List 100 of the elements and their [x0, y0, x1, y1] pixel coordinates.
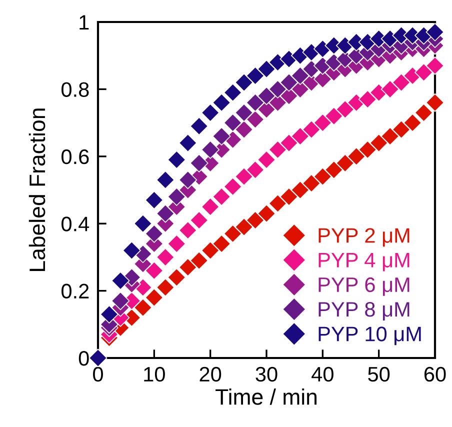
y-tick-label: 0.8 — [62, 82, 89, 97]
point — [224, 83, 242, 102]
point — [414, 26, 433, 45]
point — [201, 198, 220, 216]
point — [246, 66, 264, 85]
point — [324, 106, 344, 126]
point — [111, 272, 130, 290]
point — [212, 188, 231, 206]
point — [212, 127, 231, 146]
point — [268, 194, 287, 213]
point — [290, 66, 310, 85]
point — [414, 104, 433, 122]
x-tick-label: 60 — [424, 366, 446, 382]
point — [156, 204, 175, 223]
legend-label: PYP 10 μM — [318, 326, 421, 346]
legend-label: PYP 8 μM — [318, 302, 410, 321]
point — [290, 180, 310, 200]
y-axis-title: Labeled Fraction — [28, 108, 46, 271]
point — [290, 127, 310, 146]
point — [380, 127, 400, 146]
point — [380, 80, 400, 98]
y-tick-label: 1 — [80, 15, 89, 30]
point — [167, 150, 186, 169]
x-tick-label: 40 — [312, 366, 334, 382]
point — [111, 292, 130, 310]
point — [426, 56, 444, 75]
point — [201, 140, 220, 159]
point — [134, 214, 152, 233]
point — [167, 234, 186, 253]
point — [167, 188, 186, 206]
point — [190, 116, 208, 136]
point — [347, 147, 366, 166]
point — [324, 160, 344, 180]
point — [257, 60, 276, 78]
point — [88, 348, 108, 368]
y-tick-label: 0.6 — [62, 149, 89, 164]
point — [144, 224, 164, 243]
point — [190, 154, 208, 172]
x-tick-label: 30 — [256, 366, 278, 382]
point — [257, 86, 276, 106]
point — [280, 134, 298, 152]
x-axis-title: Time / min — [216, 388, 316, 405]
point — [414, 63, 433, 82]
point — [178, 170, 198, 190]
point — [134, 298, 152, 317]
point — [234, 73, 254, 92]
point — [156, 278, 175, 297]
point — [426, 22, 444, 42]
point — [246, 211, 264, 230]
point — [403, 114, 422, 132]
point — [224, 177, 242, 196]
legend-label: PYP 4 μM — [318, 252, 410, 272]
point — [257, 204, 276, 223]
point — [246, 160, 264, 180]
point — [426, 93, 444, 112]
point — [234, 218, 254, 236]
point — [313, 167, 332, 186]
x-tick-label: 10 — [144, 366, 165, 382]
point — [224, 114, 242, 132]
point — [178, 221, 198, 240]
point — [392, 120, 411, 139]
point — [246, 110, 264, 129]
point — [167, 268, 186, 287]
point — [358, 140, 377, 159]
point — [178, 258, 198, 276]
point — [370, 134, 388, 152]
point — [336, 154, 354, 172]
point — [246, 93, 264, 112]
point — [280, 73, 298, 92]
point — [268, 140, 287, 159]
point — [201, 241, 220, 260]
x-tick-label: 50 — [368, 366, 390, 382]
point — [313, 114, 332, 132]
legend-label: PYP 2 μM — [318, 228, 410, 247]
point — [268, 80, 287, 98]
point — [190, 251, 208, 270]
point — [302, 120, 321, 139]
point — [224, 224, 242, 243]
point — [122, 241, 141, 260]
point — [156, 248, 175, 266]
point — [257, 150, 276, 169]
point — [156, 170, 175, 190]
point — [178, 134, 198, 152]
point — [201, 104, 220, 122]
point — [358, 90, 377, 108]
point — [144, 190, 164, 210]
point — [144, 261, 164, 280]
y-tick-label: 0.2 — [62, 284, 89, 299]
point — [234, 104, 254, 122]
x-tick-label: 20 — [200, 366, 222, 382]
point — [392, 73, 411, 92]
point — [144, 288, 164, 307]
legend-label: PYP 6 μM — [318, 277, 410, 296]
point — [302, 174, 321, 192]
y-tick-label: 0.4 — [62, 216, 90, 232]
y-tick-label: 0 — [78, 351, 89, 366]
point — [212, 234, 231, 253]
point — [212, 93, 231, 112]
point — [100, 305, 118, 324]
point — [234, 167, 254, 186]
